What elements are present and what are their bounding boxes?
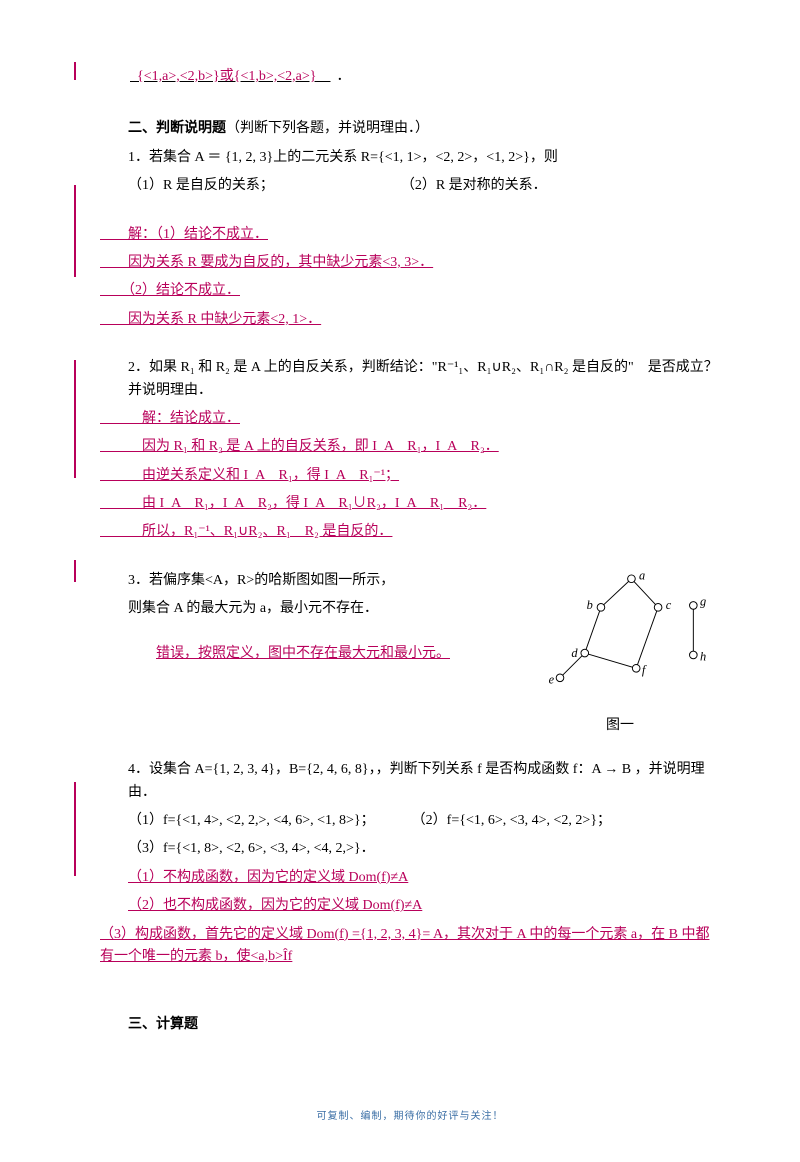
hasse-node	[690, 601, 698, 609]
hasse-diagram: a b c d f e g h	[520, 564, 720, 704]
figure-caption: 图一	[520, 715, 720, 737]
hasse-label: b	[587, 598, 593, 612]
q4-opts-row1: （1）f={<1, 4>, <2, 2,>, <4, 6>, <1, 8>}； …	[100, 810, 720, 832]
hasse-label: a	[639, 569, 645, 583]
page-footer: 可复制、编制，期待你的好评与关注！	[100, 1107, 720, 1122]
change-bar	[74, 62, 76, 80]
q4-ans-2: （2）也不构成函数，因为它的定义域 Dom(f)≠A	[100, 895, 720, 917]
q4-opt1: （1）f={<1, 4>, <2, 2,>, <4, 6>, <1, 8>}；	[128, 813, 375, 828]
hasse-edge	[636, 607, 658, 668]
q4-ans-1: （1）不构成函数，因为它的定义域 Dom(f)≠A	[100, 867, 720, 889]
q3-answer: 错误，按照定义，图中不存在最大元和最小元。	[100, 643, 520, 665]
hasse-edge	[631, 579, 658, 608]
section-2-title: 二、判断说明题	[128, 121, 226, 136]
top-fill-answer: {<1,a>,<2,b>}或{<1,b>,<2,a>} ．	[100, 66, 720, 88]
hasse-label: h	[700, 650, 706, 664]
hasse-node	[628, 575, 636, 583]
q1-opt2: （2）R 是对称的关系．	[401, 178, 547, 193]
period: ．	[336, 69, 350, 84]
change-bar	[74, 782, 76, 876]
change-bar	[74, 360, 76, 478]
q2-ans-3: 由逆关系定义和 I_A R₁，得 I_A R₁⁻¹；	[100, 465, 720, 487]
hasse-label: f	[642, 663, 647, 677]
hasse-label: d	[571, 646, 578, 660]
hasse-node	[581, 649, 589, 657]
q1-ans-2: 因为关系 R 要成为自反的，其中缺少元素<3, 3>．	[100, 252, 720, 274]
q1-options: （1）R 是自反的关系； （2）R 是对称的关系．	[100, 175, 720, 197]
q2-ans-4: 由 I_A R₁，I_A R₂，得 I_A R₁∪R₂，I_A R₁ R₂．	[100, 493, 720, 515]
hasse-node	[556, 674, 564, 682]
section-2-heading: 二、判断说明题（判断下列各题，并说明理由．）	[100, 118, 720, 140]
q4-ans-3: （3）构成函数，首先它的定义域 Dom(f) ={1, 2, 3, 4}= A，…	[100, 924, 720, 969]
q4-opt2: （2）f={<1, 6>, <3, 4>, <2, 2>}；	[412, 813, 611, 828]
q4-stem: 4．设集合 A={1, 2, 3, 4}，B={2, 4, 6, 8}，，判断下…	[100, 759, 720, 804]
hasse-node	[690, 651, 698, 659]
q2-stem: 2．如果 R₁ 和 R₂ 是 A 上的自反关系，判断结论："R⁻¹₁、R₁∪R₂…	[100, 357, 720, 402]
q1-ans-1: 解：（1）结论不成立．	[100, 224, 720, 246]
change-bar	[74, 185, 76, 277]
q3-stem-b: 则集合 A 的最大元为 a，最小元不存在．	[100, 598, 520, 620]
q4-opt3: （3）f={<1, 8>, <2, 6>, <3, 4>, <4, 2,>}．	[100, 838, 720, 860]
hasse-node	[597, 603, 605, 611]
hasse-node	[632, 664, 640, 672]
q2-ans-2: 因为 R₁ 和 R₂ 是 A 上的自反关系，即 I_A R₁，I_A R₂．	[100, 436, 720, 458]
q1-ans-3: （2）结论不成立．	[100, 280, 720, 302]
q1-opt1: （1）R 是自反的关系；	[128, 178, 274, 193]
q1-ans-4: 因为关系 R 中缺少元素<2, 1>．	[100, 309, 720, 331]
hasse-edge	[585, 607, 601, 653]
q1-stem: 1．若集合 A ＝ {1, 2, 3}上的二元关系 R={<1, 1>，<2, …	[100, 147, 720, 169]
q2-ans-1: 解：结论成立．	[100, 408, 720, 430]
q3-row: 3．若偏序集<A，R>的哈斯图如图一所示， 则集合 A 的最大元为 a，最小元不…	[100, 564, 720, 743]
section-2-note: （判断下列各题，并说明理由．）	[226, 121, 429, 136]
top-answer-text: {<1,a>,<2,b>}或{<1,b>,<2,a>}	[137, 69, 316, 84]
section-3-heading: 三、计算题	[100, 1014, 720, 1036]
hasse-label: c	[666, 598, 672, 612]
hasse-edge	[601, 579, 631, 608]
hasse-label: g	[700, 594, 706, 608]
q2-ans-5: 所以，R₁⁻¹、R₁∪R₂、R₁ R₂ 是自反的．	[100, 521, 720, 543]
change-bar	[74, 560, 76, 582]
hasse-edge	[585, 653, 636, 668]
hasse-label: e	[549, 672, 555, 686]
hasse-node	[654, 603, 662, 611]
q3-stem-a: 3．若偏序集<A，R>的哈斯图如图一所示，	[100, 570, 520, 592]
